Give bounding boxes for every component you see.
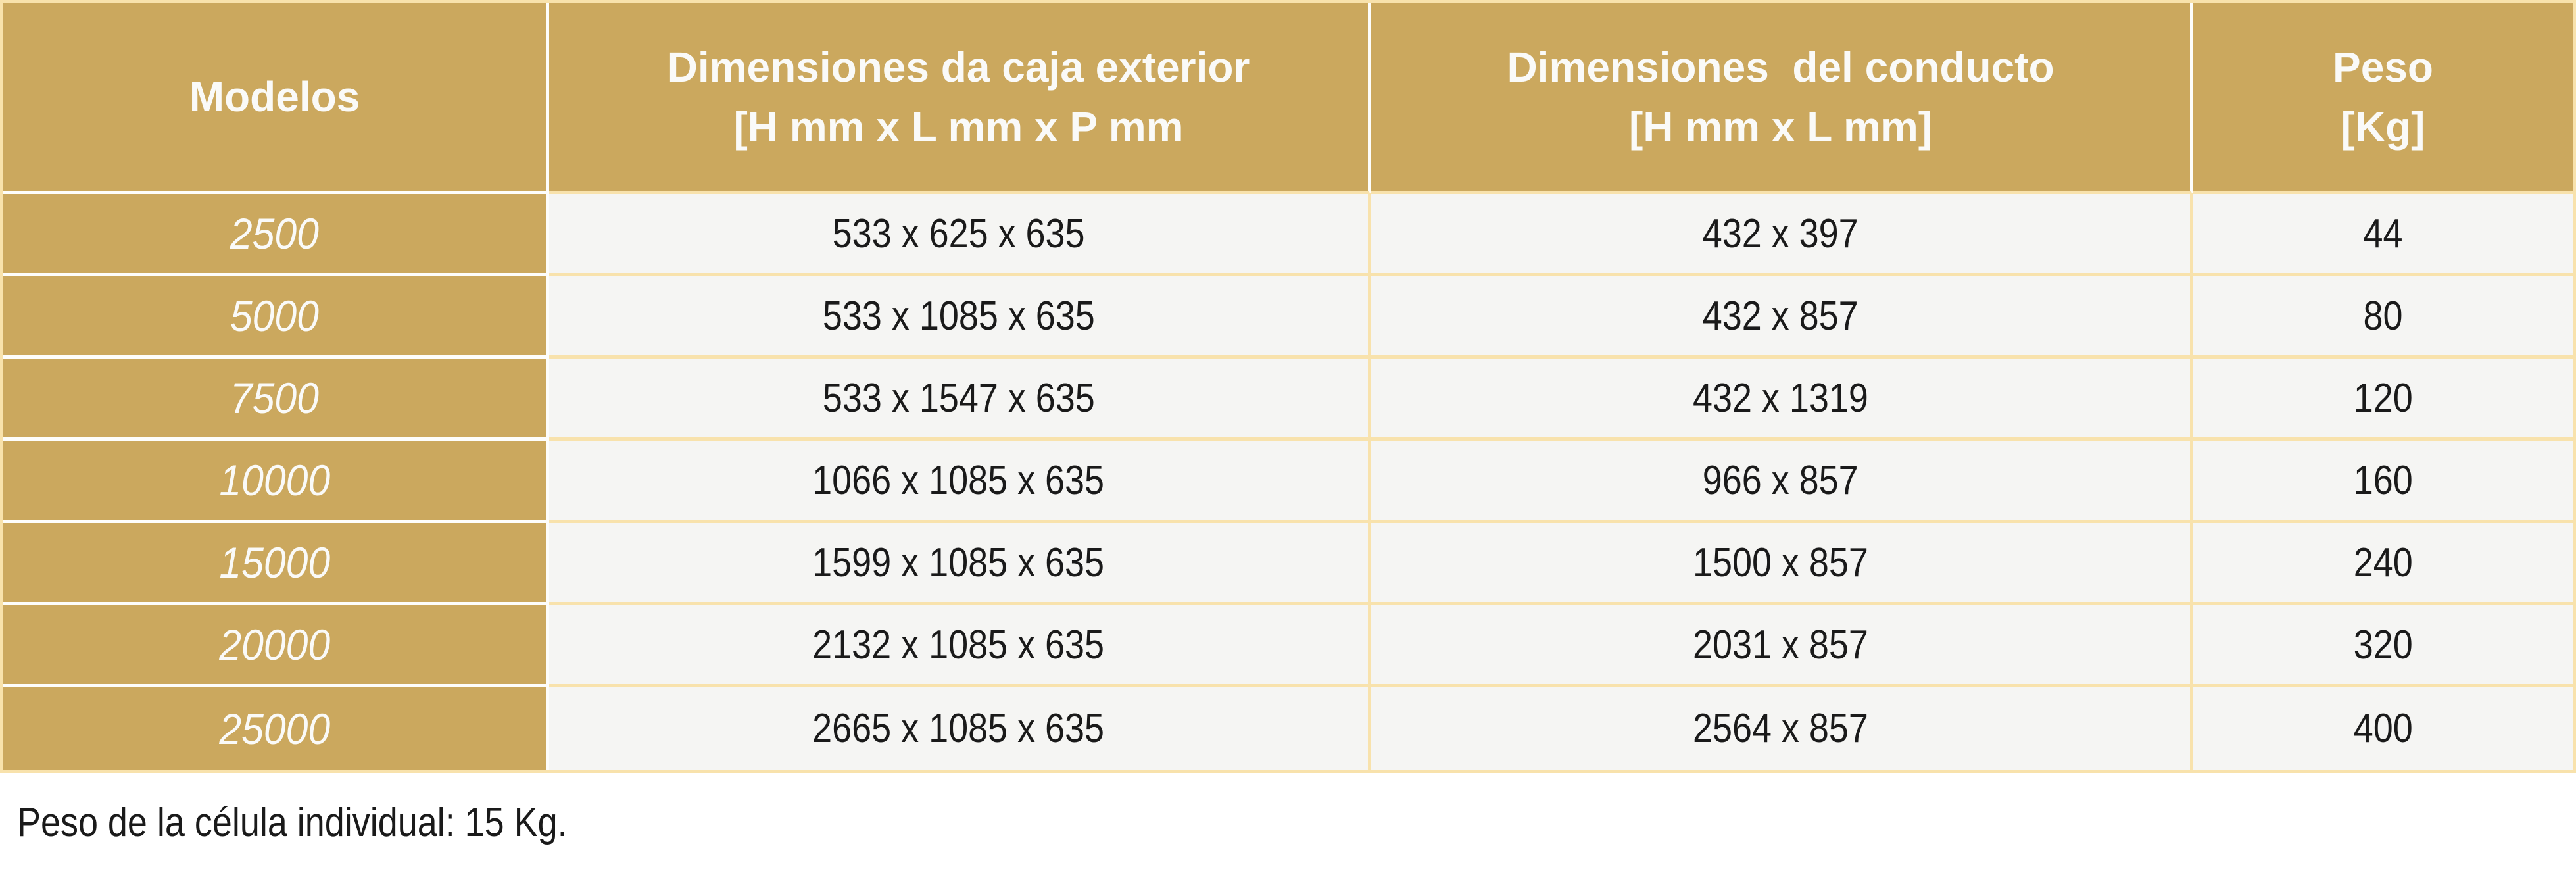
- column-header-peso: Peso [Kg]: [2193, 3, 2573, 194]
- model-value: 20000: [219, 620, 330, 669]
- table-row: 7500 533 x 1547 x 635 432 x 1319 120: [3, 359, 2573, 441]
- model-value: 2500: [230, 209, 320, 258]
- duct-dimensions-cell: 432 x 397: [1371, 194, 2193, 276]
- exterior-dimensions-value: 2132 x 1085 x 635: [812, 622, 1105, 668]
- table-row: 2500 533 x 625 x 635 432 x 397 44: [3, 194, 2573, 276]
- exterior-dimensions-value: 533 x 1547 x 635: [822, 375, 1095, 421]
- peso-cell: 240: [2193, 523, 2573, 605]
- header-line: [H mm x L mm]: [1628, 103, 1933, 151]
- model-cell: 5000: [3, 276, 549, 359]
- duct-dimensions-value: 432 x 1319: [1693, 375, 1868, 421]
- duct-dimensions-value: 432 x 857: [1703, 293, 1859, 339]
- duct-dimensions-cell: 2031 x 857: [1371, 605, 2193, 687]
- spec-table: Modelos Dimensiones da caja exterior [H …: [0, 0, 2576, 773]
- duct-dimensions-value: 1500 x 857: [1693, 539, 1868, 585]
- exterior-dimensions-value: 1599 x 1085 x 635: [812, 539, 1105, 585]
- footnote: Peso de la célula individual: 15 Kg.: [17, 799, 2576, 846]
- header-line: Modelos: [189, 73, 360, 121]
- table-row: 20000 2132 x 1085 x 635 2031 x 857 320: [3, 605, 2573, 687]
- duct-dimensions-cell: 432 x 1319: [1371, 359, 2193, 441]
- model-cell: 15000: [3, 523, 549, 605]
- exterior-dimensions-value: 533 x 625 x 635: [832, 211, 1085, 257]
- model-value: 7500: [230, 374, 320, 422]
- model-value: 25000: [219, 704, 330, 753]
- duct-dimensions-value: 966 x 857: [1703, 457, 1859, 503]
- table-row: 25000 2665 x 1085 x 635 2564 x 857 400: [3, 687, 2573, 770]
- peso-cell: 400: [2193, 687, 2573, 770]
- model-cell: 7500: [3, 359, 549, 441]
- exterior-dimensions-cell: 2665 x 1085 x 635: [549, 687, 1371, 770]
- model-cell: 25000: [3, 687, 549, 770]
- exterior-dimensions-cell: 1599 x 1085 x 635: [549, 523, 1371, 605]
- peso-cell: 320: [2193, 605, 2573, 687]
- table-row: 15000 1599 x 1085 x 635 1500 x 857 240: [3, 523, 2573, 605]
- exterior-dimensions-value: 1066 x 1085 x 635: [812, 457, 1105, 503]
- duct-dimensions-cell: 2564 x 857: [1371, 687, 2193, 770]
- exterior-dimensions-cell: 533 x 625 x 635: [549, 194, 1371, 276]
- peso-cell: 120: [2193, 359, 2573, 441]
- column-header-duct-dimensions: Dimensiones del conducto [H mm x L mm]: [1371, 3, 2193, 194]
- peso-cell: 160: [2193, 441, 2573, 523]
- model-cell: 20000: [3, 605, 549, 687]
- peso-value: 240: [2353, 539, 2413, 585]
- model-value: 5000: [230, 291, 320, 340]
- model-value: 15000: [219, 538, 330, 587]
- header-line: Peso: [2333, 43, 2433, 91]
- model-cell: 10000: [3, 441, 549, 523]
- peso-value: 400: [2353, 706, 2413, 751]
- header-row: Modelos Dimensiones da caja exterior [H …: [3, 3, 2573, 194]
- column-header-modelos: Modelos: [3, 3, 549, 194]
- peso-cell: 44: [2193, 194, 2573, 276]
- header-line: Dimensiones da caja exterior: [667, 43, 1250, 91]
- duct-dimensions-value: 2031 x 857: [1693, 622, 1868, 668]
- peso-value: 320: [2353, 622, 2413, 668]
- peso-cell: 80: [2193, 276, 2573, 359]
- table-row: 10000 1066 x 1085 x 635 966 x 857 160: [3, 441, 2573, 523]
- peso-value: 120: [2353, 375, 2413, 421]
- peso-value: 160: [2353, 457, 2413, 503]
- exterior-dimensions-value: 2665 x 1085 x 635: [812, 706, 1105, 751]
- peso-value: 80: [2363, 293, 2403, 339]
- model-cell: 2500: [3, 194, 549, 276]
- exterior-dimensions-cell: 2132 x 1085 x 635: [549, 605, 1371, 687]
- duct-dimensions-cell: 966 x 857: [1371, 441, 2193, 523]
- header-line: Dimensiones del conducto: [1507, 43, 2054, 91]
- column-header-exterior-dimensions: Dimensiones da caja exterior [H mm x L m…: [549, 3, 1371, 194]
- exterior-dimensions-value: 533 x 1085 x 635: [822, 293, 1095, 339]
- exterior-dimensions-cell: 1066 x 1085 x 635: [549, 441, 1371, 523]
- duct-dimensions-value: 432 x 397: [1703, 211, 1859, 257]
- duct-dimensions-cell: 432 x 857: [1371, 276, 2193, 359]
- duct-dimensions-value: 2564 x 857: [1693, 706, 1868, 751]
- model-value: 10000: [219, 456, 330, 505]
- table-row: 5000 533 x 1085 x 635 432 x 857 80: [3, 276, 2573, 359]
- exterior-dimensions-cell: 533 x 1085 x 635: [549, 276, 1371, 359]
- peso-value: 44: [2363, 211, 2403, 257]
- duct-dimensions-cell: 1500 x 857: [1371, 523, 2193, 605]
- header-line: [Kg]: [2341, 103, 2425, 151]
- header-line: [H mm x L mm x P mm: [733, 103, 1184, 151]
- exterior-dimensions-cell: 533 x 1547 x 635: [549, 359, 1371, 441]
- footnote-text: Peso de la célula individual: 15 Kg.: [17, 800, 568, 845]
